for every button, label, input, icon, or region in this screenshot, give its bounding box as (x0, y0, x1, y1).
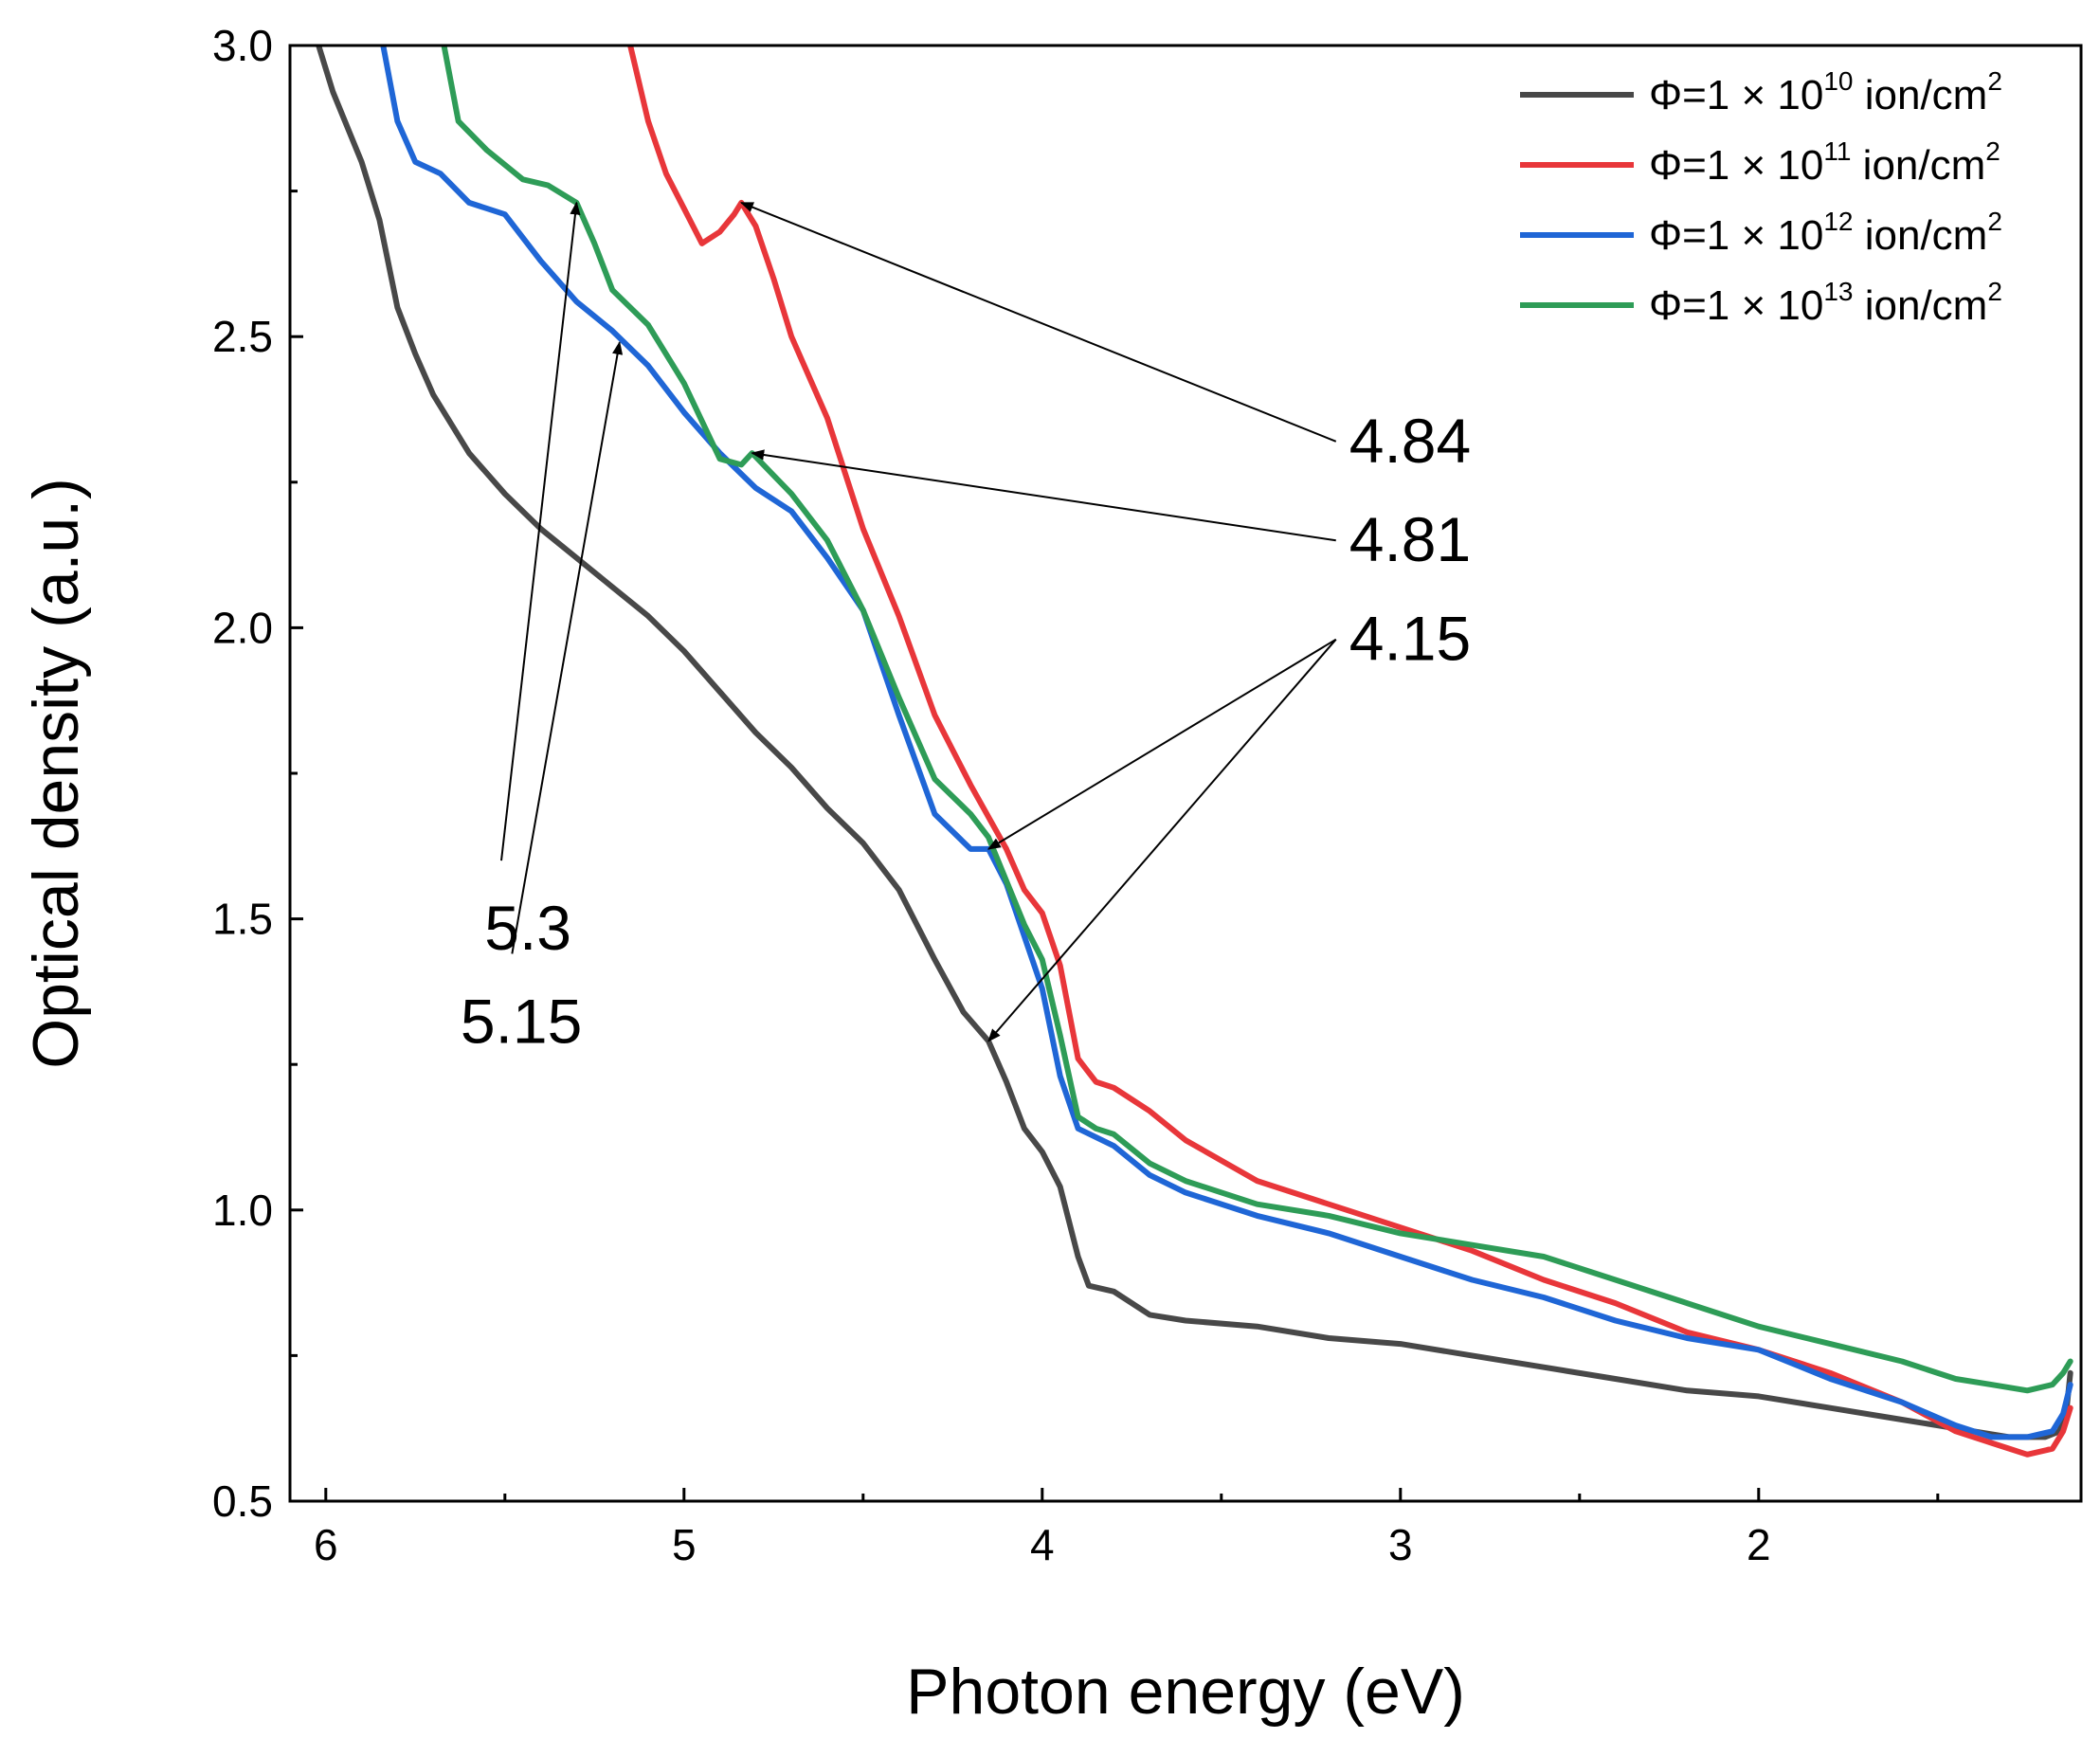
annotation-label: 4.81 (1349, 504, 1471, 574)
x-tick-label: 4 (1030, 1520, 1055, 1569)
x-tick-label: 6 (314, 1520, 338, 1569)
y-tick-label: 1.5 (212, 895, 273, 944)
y-tick-label: 0.5 (212, 1476, 273, 1526)
series-line-3 (380, 45, 2073, 1440)
y-tick-label: 2.5 (212, 312, 273, 361)
axis-ticks: 6 5 4 3 2 0.5 1.0 1.5 2.0 2.5 3.0 (212, 21, 1940, 1569)
x-tick-label: 3 (1388, 1520, 1413, 1569)
legend-label: Φ=1 × 1011 ion/cm2 (1649, 136, 2000, 189)
x-tick-label: 2 (1747, 1520, 1771, 1569)
plot-frame (288, 44, 2083, 1503)
series-line-1 (316, 45, 2073, 1440)
annotations: 4.84 4.81 4.15 5.3 5.15 (461, 201, 1471, 1056)
y-axis-title: Optical density (a.u.) (20, 478, 92, 1069)
annotation-label: 5.3 (484, 893, 571, 963)
x-tick-label: 5 (672, 1520, 697, 1569)
annotation-arrow (751, 449, 1336, 542)
annotation-label: 4.84 (1349, 406, 1471, 476)
series-layer (316, 45, 2073, 1458)
series-line-4 (441, 45, 2073, 1394)
y-tick-label: 2.0 (212, 603, 273, 652)
annotation-arrow (987, 639, 1337, 1042)
legend: Φ=1 × 1010 ion/cm2 Φ=1 × 1011 ion/cm2 Φ=1 … (1520, 66, 2002, 329)
series-line-2 (627, 45, 2073, 1458)
annotation-label: 4.15 (1349, 604, 1471, 674)
annotation-arrow (739, 201, 1337, 443)
legend-label: Φ=1 × 1012 ion/cm2 (1649, 207, 2002, 259)
annotation-arrow (500, 201, 581, 861)
x-axis-title: Photon energy (eV) (906, 1656, 1465, 1728)
annotation-arrow (987, 638, 1337, 850)
y-tick-label: 3.0 (212, 21, 273, 70)
legend-label: Φ=1 × 1010 ion/cm2 (1649, 66, 2002, 118)
annotation-arrow (511, 340, 624, 954)
annotation-label: 5.15 (461, 986, 582, 1056)
y-tick-label: 1.0 (212, 1186, 273, 1235)
legend-label: Φ=1 × 1013 ion/cm2 (1649, 277, 2002, 329)
